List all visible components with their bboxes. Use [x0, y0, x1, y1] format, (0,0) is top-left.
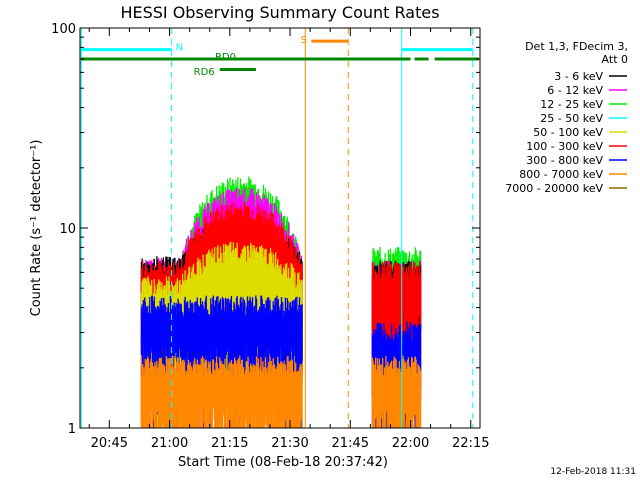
- chart-title: HESSI Observing Summary Count Rates: [120, 3, 439, 22]
- y-tick-label: 1: [68, 422, 76, 437]
- legend-entry-label: 100 - 300 keV: [526, 140, 603, 153]
- axis-ticks: 20:45 21:00 21:15 21:30 21:45 22:00 22:15 1 10 10…: [51, 22, 489, 451]
- legend-entry-label: 7000 - 20000 keV: [505, 182, 603, 195]
- flag-s: [304, 28, 349, 428]
- legend-entry-label: 50 - 100 keV: [533, 126, 603, 139]
- y-tick-label: 100: [51, 22, 76, 37]
- legend-entry-label: 12 - 25 keV: [540, 98, 603, 111]
- legend-entry-label: 300 - 800 keV: [526, 154, 603, 167]
- series-7-segment-1: [371, 355, 422, 428]
- x-tick-label: 22:00: [392, 436, 429, 451]
- y-tick-label: 10: [59, 222, 76, 237]
- flag-label-rd6: RD6: [194, 67, 215, 78]
- flag-label-n: N: [176, 42, 183, 53]
- y-axis-label: Count Rate (s⁻¹ detector⁻¹): [29, 140, 44, 317]
- x-tick-label: 20:45: [91, 436, 128, 451]
- x-tick-label: 22:15: [452, 436, 489, 451]
- footer-date-stamp: 12-Feb-2018 11:31: [550, 467, 636, 477]
- flag-label-s: S: [301, 35, 307, 46]
- x-tick-label: 21:45: [332, 436, 369, 451]
- flag-n: [80, 28, 474, 428]
- flag-label-rd0: RD0: [215, 52, 236, 63]
- legend-header: Det 1,3, FDecim 3,: [525, 40, 628, 53]
- legend-entry-label: 25 - 50 keV: [540, 112, 603, 125]
- legend-entry-label: 3 - 6 keV: [554, 70, 603, 83]
- x-axis-label: Start Time (08-Feb-18 20:37:42): [178, 455, 388, 470]
- x-tick-label: 21:00: [151, 436, 188, 451]
- legend-entry-label: 800 - 7000 keV: [519, 168, 603, 181]
- legend-entry-label: 6 - 12 keV: [547, 84, 603, 97]
- series-7-segment-0: [140, 355, 303, 428]
- plot-data-layer: [140, 176, 422, 428]
- x-tick-label: 21:15: [211, 436, 248, 451]
- legend-header: Att 0: [602, 53, 628, 66]
- x-tick-label: 21:30: [271, 436, 308, 451]
